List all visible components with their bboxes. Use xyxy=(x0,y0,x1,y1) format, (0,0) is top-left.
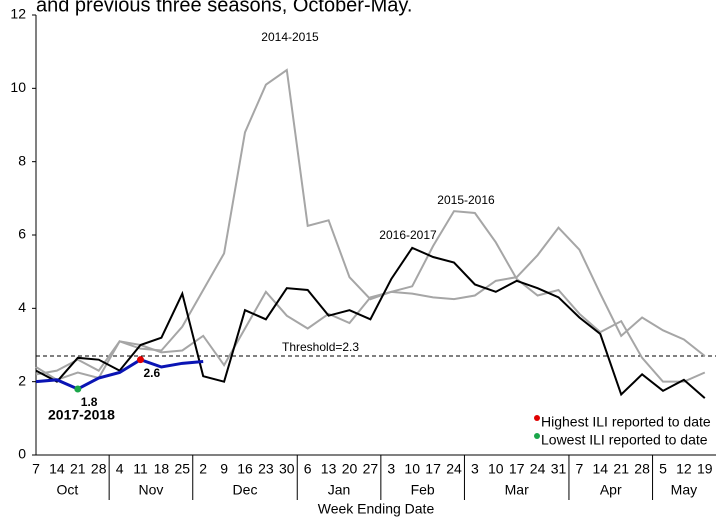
month-label: Apr xyxy=(600,482,622,498)
x-tick-label: 5 xyxy=(659,461,667,477)
y-tick-label: 12 xyxy=(10,6,26,22)
x-tick-label: 23 xyxy=(258,461,274,477)
marker-value-label: 2.6 xyxy=(144,366,161,380)
series-label: 2017-2018 xyxy=(48,407,115,423)
x-tick-label: 21 xyxy=(70,461,86,477)
x-tick-label: 18 xyxy=(154,461,170,477)
series-line xyxy=(35,68,706,376)
x-tick-label: 17 xyxy=(425,461,441,477)
x-tick-label: 31 xyxy=(551,461,567,477)
month-label: Oct xyxy=(56,482,78,498)
x-tick-label: 10 xyxy=(488,461,504,477)
y-tick-label: 4 xyxy=(18,299,26,315)
x-tick-label: 10 xyxy=(404,461,420,477)
series-line xyxy=(35,358,204,391)
x-tick-label: 6 xyxy=(304,461,312,477)
x-tick-label: 30 xyxy=(279,461,295,477)
y-tick-label: 10 xyxy=(10,79,26,95)
x-tick-label: 28 xyxy=(634,461,650,477)
x-tick-label: 25 xyxy=(175,461,191,477)
series-line xyxy=(35,246,706,399)
series-label: 2014-2015 xyxy=(261,30,319,44)
y-tick-label: 8 xyxy=(18,152,26,168)
month-label: Jan xyxy=(328,482,351,498)
x-tick-label: 13 xyxy=(321,461,337,477)
x-tick-label: 3 xyxy=(387,461,395,477)
x-tick-label: 14 xyxy=(49,461,65,477)
marker-point xyxy=(74,385,82,393)
marker-value-label: 1.8 xyxy=(81,395,98,409)
legend-label: Highest ILI reported to date xyxy=(541,414,711,430)
series-label: 2016-2017 xyxy=(379,228,437,242)
x-tick-label: 20 xyxy=(342,461,358,477)
x-tick-label: 16 xyxy=(237,461,253,477)
threshold-label: Threshold=2.3 xyxy=(282,340,359,354)
month-label: Mar xyxy=(505,482,529,498)
x-tick-label: 21 xyxy=(613,461,629,477)
x-tick-label: 7 xyxy=(32,461,40,477)
x-tick-label: 24 xyxy=(446,461,462,477)
x-tick-label: 9 xyxy=(220,461,228,477)
month-label: May xyxy=(671,482,697,498)
y-tick-label: 0 xyxy=(18,446,26,462)
x-tick-label: 3 xyxy=(471,461,479,477)
x-tick-label: 12 xyxy=(676,461,692,477)
legend-dot xyxy=(534,415,540,421)
x-tick-label: 7 xyxy=(576,461,584,477)
x-tick-label: 14 xyxy=(593,461,609,477)
legend-dot xyxy=(534,433,540,439)
series-label: 2015-2016 xyxy=(437,193,495,207)
x-tick-label: 17 xyxy=(509,461,525,477)
month-label: Dec xyxy=(233,482,258,498)
legend-label: Lowest ILI reported to date xyxy=(541,432,708,448)
y-tick-label: 2 xyxy=(18,372,26,388)
x-tick-label: 24 xyxy=(530,461,546,477)
series-line xyxy=(35,210,706,383)
x-tick-label: 11 xyxy=(133,461,148,477)
y-tick-label: 6 xyxy=(18,226,26,242)
month-label: Feb xyxy=(411,482,435,498)
chart-title: and previous three seasons, October-May. xyxy=(36,0,412,16)
x-tick-label: 19 xyxy=(697,461,713,477)
x-tick-label: 2 xyxy=(199,461,207,477)
x-tick-label: 27 xyxy=(363,461,379,477)
month-label: Nov xyxy=(138,482,163,498)
x-tick-label: 28 xyxy=(91,461,107,477)
marker-point xyxy=(137,356,144,364)
x-tick-label: 4 xyxy=(116,461,124,477)
x-axis-title: Week Ending Date xyxy=(318,501,435,517)
